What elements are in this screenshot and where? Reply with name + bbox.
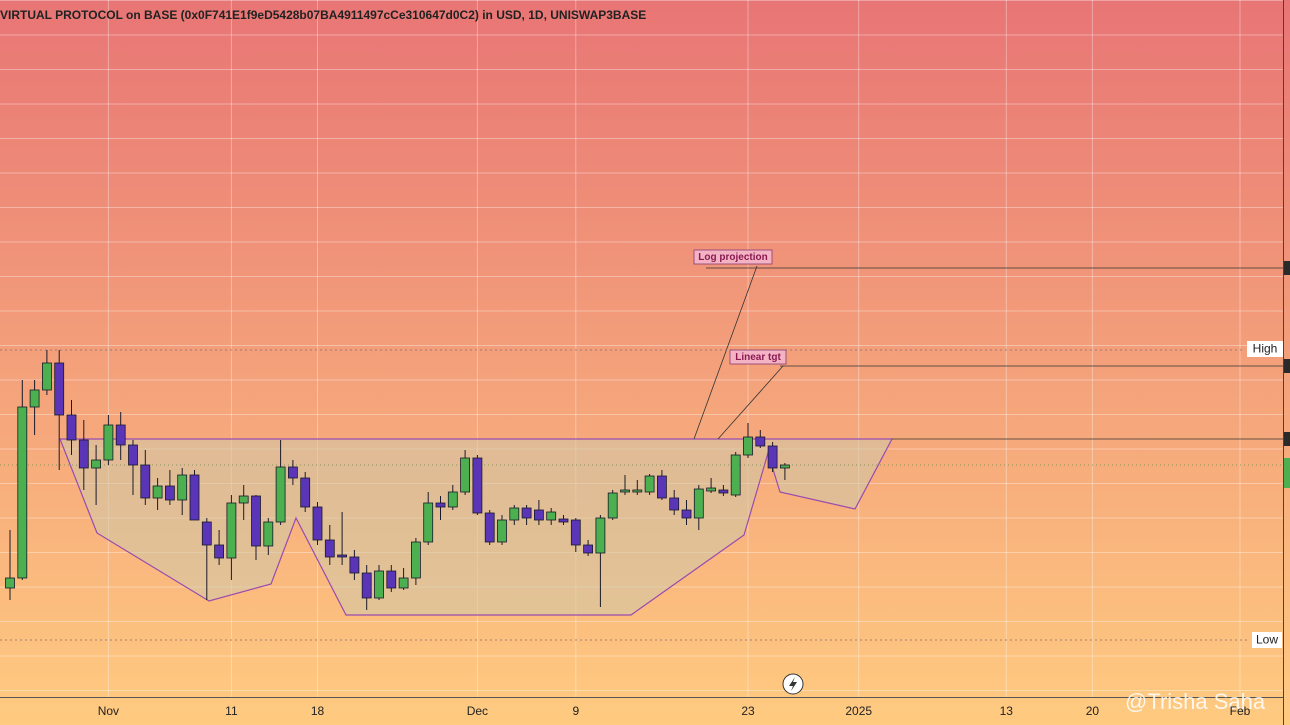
- candle-body: [730, 454, 741, 496]
- candle-body: [17, 406, 28, 579]
- candle-body: [595, 517, 606, 554]
- candle-body: [570, 519, 581, 546]
- projection-line: [693, 265, 758, 440]
- candle-body: [115, 424, 126, 446]
- candle-body: [42, 362, 52, 391]
- candle-body: [472, 457, 483, 514]
- candle-body: [410, 541, 421, 579]
- candle-body: [312, 506, 323, 541]
- candle-body: [29, 389, 40, 408]
- level-label: Low: [1256, 633, 1278, 647]
- watermark: @Trisha Saha: [1125, 689, 1266, 714]
- candle-body: [361, 572, 372, 599]
- candle-body: [91, 459, 101, 469]
- candle-body: [521, 507, 532, 519]
- candle-body: [287, 466, 298, 479]
- projection-line: [717, 365, 784, 440]
- x-tick-label: 23: [741, 704, 755, 718]
- candle-body: [386, 570, 397, 589]
- candle-body: [509, 507, 520, 521]
- level-marker: [1284, 359, 1290, 373]
- candle-body: [140, 464, 151, 499]
- candle-body: [374, 570, 384, 599]
- candle-body: [644, 475, 655, 493]
- x-tick-label: Nov: [98, 704, 119, 718]
- candle-body: [238, 495, 249, 504]
- level-box: [1252, 632, 1282, 648]
- level-marker: [1284, 261, 1290, 275]
- candle-body: [460, 457, 471, 493]
- candle-body: [546, 511, 557, 521]
- candle-body: [558, 518, 569, 523]
- x-tick-label: 20: [1086, 704, 1100, 718]
- candle-body: [607, 492, 618, 519]
- candle-body: [681, 509, 692, 519]
- candle-body: [251, 495, 261, 547]
- candle-body: [201, 521, 212, 546]
- candle-body: [632, 489, 643, 493]
- candle-body: [164, 485, 175, 501]
- candle-body: [349, 556, 360, 574]
- candle-body: [484, 512, 495, 543]
- candle-body: [226, 502, 237, 559]
- candle-body: [177, 474, 188, 501]
- annotation-box: [729, 349, 787, 365]
- candle-body: [263, 521, 274, 547]
- x-tick-label: Feb: [1230, 704, 1251, 718]
- level-marker: [1284, 432, 1290, 446]
- candle-body: [743, 436, 753, 456]
- candle-body: [398, 577, 409, 589]
- candle-body: [583, 544, 593, 554]
- x-tick-label: 13: [1000, 704, 1014, 718]
- candle-body: [755, 436, 766, 447]
- candle-body: [275, 466, 286, 523]
- price-marker: [1284, 458, 1290, 488]
- level-box: [1247, 341, 1283, 357]
- candle-body: [657, 475, 667, 499]
- chart-title: VIRTUAL PROTOCOL on BASE (0x0F741E1f9eD5…: [0, 8, 646, 22]
- x-tick-label: Dec: [467, 704, 488, 718]
- pattern-shape: [59, 438, 893, 616]
- candle-body: [324, 539, 335, 558]
- candle-body: [669, 497, 680, 511]
- replay-icon-bolt: [789, 677, 797, 691]
- candles: [5, 350, 790, 610]
- candle-body: [54, 362, 65, 416]
- x-tick-label: 9: [572, 704, 579, 718]
- candle-body: [497, 519, 507, 543]
- candle-body: [693, 488, 704, 519]
- candle-body: [78, 439, 89, 469]
- candle-body: [152, 485, 163, 499]
- candle-body: [718, 489, 729, 494]
- candle-body: [620, 489, 630, 493]
- candle-body: [435, 502, 446, 508]
- annotation-box: [693, 249, 773, 265]
- candle-body: [189, 474, 200, 521]
- candle-body: [214, 544, 225, 559]
- candle-body: [300, 477, 311, 508]
- x-tick-label: 2025: [845, 704, 872, 718]
- candle-body: [534, 509, 544, 521]
- candle-body: [780, 464, 790, 469]
- candle-body: [706, 487, 716, 492]
- candle-body: [337, 554, 348, 558]
- candle-body: [5, 577, 15, 589]
- x-tick-label: 11: [225, 704, 238, 718]
- candle-body: [767, 445, 778, 469]
- candle-body: [423, 502, 434, 543]
- level-label: High: [1253, 342, 1278, 356]
- x-tick-label: 18: [311, 704, 325, 718]
- candle-body: [103, 424, 114, 461]
- candle-body: [66, 414, 77, 441]
- candle-body: [128, 444, 138, 466]
- annotation: Log projection: [698, 252, 767, 263]
- candle-body: [447, 491, 458, 508]
- annotation: Linear tgt: [735, 352, 781, 363]
